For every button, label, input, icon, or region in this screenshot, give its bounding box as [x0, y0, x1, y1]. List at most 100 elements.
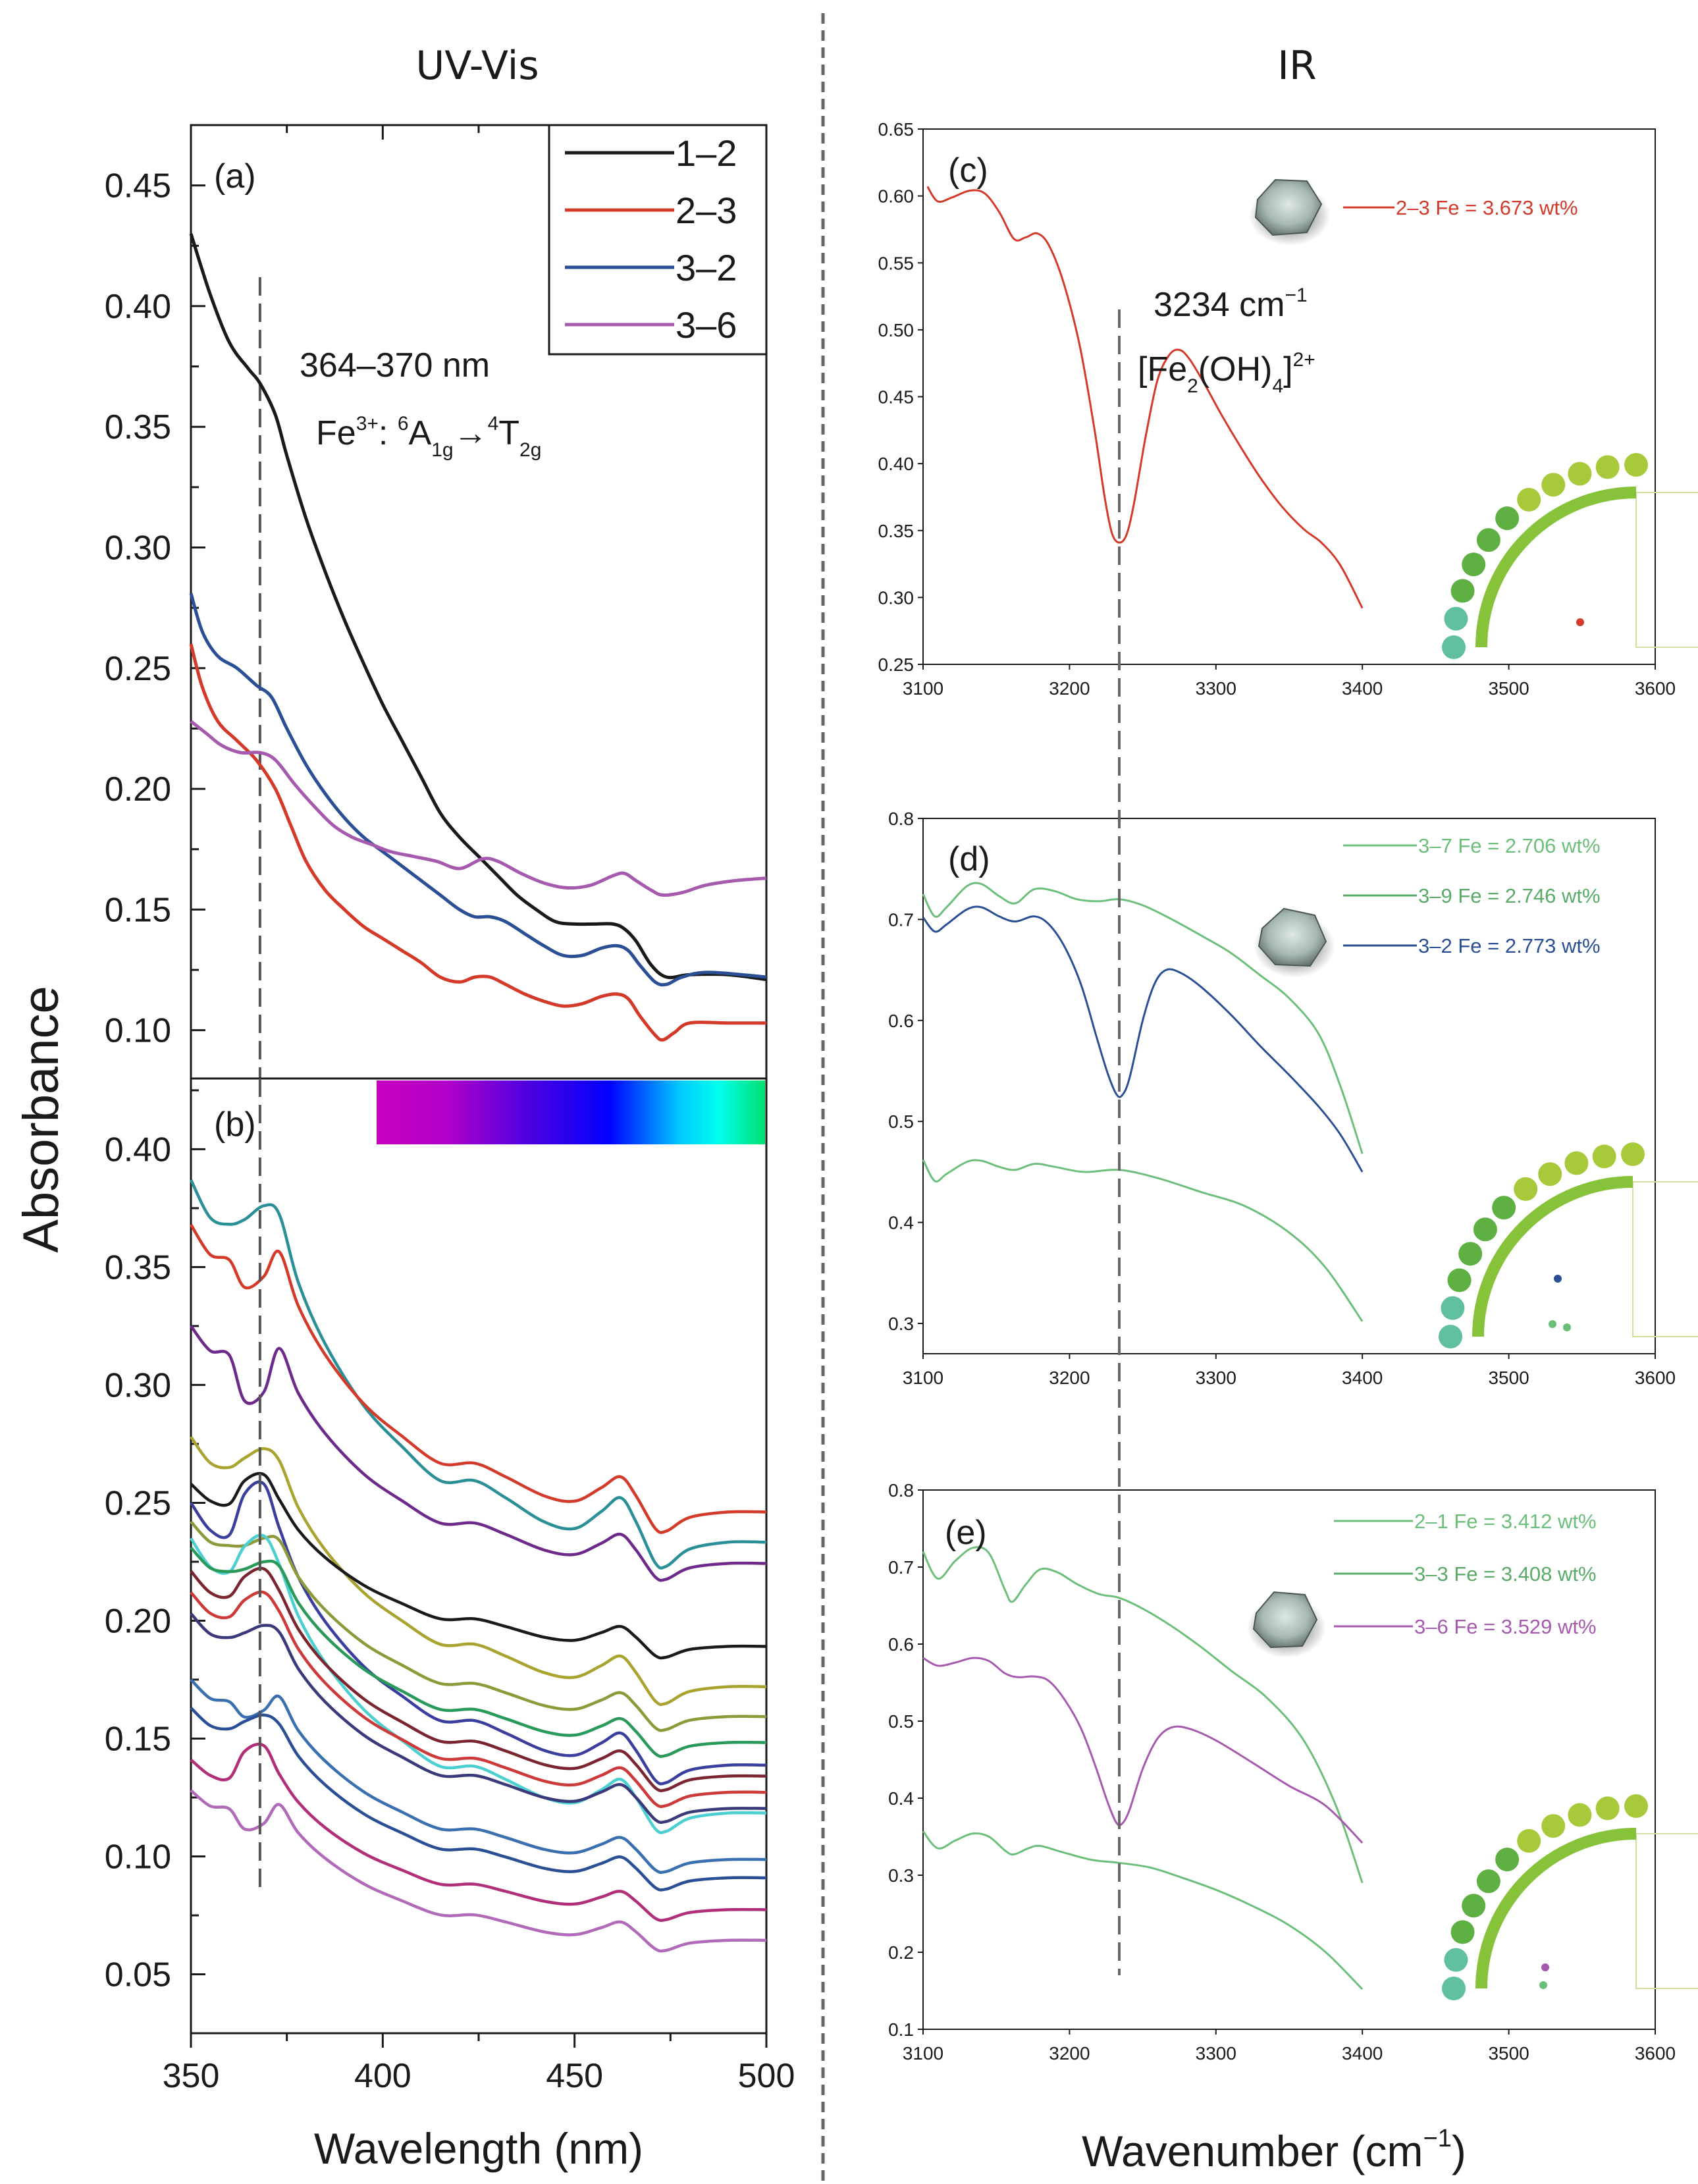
inset-hue-dot [1462, 1894, 1486, 1918]
y-tick-label-c: 0.30 [878, 587, 915, 608]
series-e-3–3 [922, 1546, 1364, 1884]
y-tick-label-a: 0.20 [105, 770, 171, 809]
panel-e-frame [922, 1489, 1656, 2030]
inset-hue-dot [1492, 1196, 1516, 1220]
panel-e-label: (e) [945, 1514, 987, 1552]
series-e-3–6 [922, 1657, 1364, 1844]
x-tick-label-e: 3500 [1488, 2043, 1529, 2064]
inset-hue-dot [1476, 528, 1500, 552]
annotation-wavelength: 364–370 nm [300, 346, 490, 385]
series-b-7 [190, 1520, 767, 1732]
y-tick-label-c: 0.45 [878, 387, 915, 408]
inset-hue-dot [1592, 1144, 1616, 1169]
y-tick-label-e: 0.3 [888, 1865, 914, 1886]
y-tick-label-b: 0.35 [105, 1248, 171, 1287]
color-scale-inset [1442, 1794, 1698, 2000]
x-tick-label-d: 3500 [1488, 1368, 1529, 1388]
inset-hue-dot [1444, 1948, 1468, 1972]
y-tick-label-d: 0.3 [888, 1314, 914, 1334]
series-b-2 [190, 1223, 767, 1534]
y-tick-label-d: 0.7 [888, 909, 914, 930]
inset-hue-dot [1447, 1268, 1472, 1292]
legend-d-label: 3–7 Fe = 2.706 wt% [1418, 834, 1601, 857]
series-a-2–3 [189, 643, 766, 1042]
y-tick-label-a: 0.15 [105, 891, 171, 929]
legend-e-label: 3–6 Fe = 3.529 wt% [1414, 1615, 1597, 1638]
crystal-photo [1247, 1591, 1326, 1658]
color-scale-inset [1442, 453, 1698, 659]
series-d-3–7 [922, 1159, 1364, 1322]
annotation-wavenumber: 3234 cm−1 [1154, 284, 1308, 324]
y-tick-label-b: 0.40 [105, 1131, 171, 1169]
annotation-uvvis: 364–370 nm Fe3+: 6A1g→4T2g [300, 346, 541, 461]
y-tick-label-c: 0.60 [878, 186, 915, 207]
y-tick-label-c: 0.50 [878, 320, 915, 340]
series-b-12 [190, 1612, 767, 1824]
crystal-photo [1249, 178, 1331, 246]
y-tick-label-c: 0.55 [878, 253, 915, 273]
series-a-1–2 [189, 233, 767, 982]
x-tick-label-c: 3500 [1488, 678, 1529, 699]
series-e-2–1 [922, 1830, 1364, 1990]
y-tick-label-a: 0.40 [105, 288, 171, 326]
y-tick-label-a: 0.25 [105, 650, 171, 688]
inset-box [1632, 1181, 1698, 1337]
panel-b: 0.40 0.35 0.30 0.25 0.20 0.15 0.10 0.05 350 400 45… [105, 1077, 795, 2173]
x-axis-label-uvvis: Wavelength (nm) [314, 2124, 643, 2173]
inset-arc [1475, 487, 1637, 648]
y-tick-label-d: 0.6 [888, 1011, 914, 1031]
inset-hue-dot [1444, 606, 1468, 631]
legend-a-label: 3–2 [676, 247, 737, 288]
series-d-3–9 [922, 882, 1364, 1154]
inset-hue-dot [1495, 1848, 1520, 1872]
series-a-3–6 [190, 720, 767, 897]
y-tick-label-e: 0.4 [888, 1788, 914, 1809]
y-tick-label-c: 0.65 [878, 119, 915, 140]
series-a-3–2 [189, 593, 767, 987]
inset-hue-dot [1538, 1162, 1562, 1186]
y-tick-label-d: 0.8 [888, 809, 914, 829]
inset-hue-dot [1442, 1977, 1466, 2000]
inset-hue-dot [1595, 455, 1620, 479]
x-tick-label-d: 3100 [903, 1368, 943, 1388]
color-scale-inset [1439, 1142, 1698, 1348]
inset-box [1635, 492, 1698, 648]
x-tick-label-c: 3300 [1196, 678, 1236, 699]
uvvis-title: UV-Vis [415, 43, 539, 89]
inset-hue-dot [1541, 1814, 1566, 1838]
legend-e-label: 3–3 Fe = 3.408 wt% [1414, 1562, 1597, 1585]
series-c-2–3 [926, 186, 1364, 609]
panel-d-frame [922, 818, 1656, 1354]
x-tick-label-e: 3400 [1342, 2043, 1383, 2064]
legend-d-label: 3–9 Fe = 2.746 wt% [1418, 884, 1601, 907]
inset-hue-dot [1564, 1151, 1589, 1175]
y-tick-label-e: 0.1 [888, 2019, 914, 2040]
inset-hue-dot [1441, 1296, 1465, 1320]
y-tick-label-b: 0.25 [105, 1484, 171, 1522]
x-tick-label-e: 3300 [1196, 2043, 1236, 2064]
legend-a-box [548, 124, 768, 356]
x-tick-label-b: 350 [163, 2057, 220, 2095]
x-tick-label-e: 3100 [903, 2043, 943, 2064]
inset-hue-dot [1514, 1177, 1538, 1201]
legend-a-label: 3–6 [676, 304, 737, 346]
visible-spectrum-bar [377, 1080, 765, 1144]
series-b-1 [189, 1179, 767, 1570]
crystal-photo [1254, 907, 1335, 978]
y-tick-label-b: 0.05 [105, 1956, 171, 1994]
inset-hue-dot [1517, 1828, 1541, 1853]
inset-hue-dot [1473, 1217, 1497, 1242]
inset-hue-dot [1517, 487, 1541, 512]
legend-a-label: 1–2 [676, 132, 737, 174]
panel-c: 0.65 0.60 0.55 0.50 0.45 0.40 0.35 0.30 0.25 3100… [878, 119, 1676, 699]
inset-hue-dot [1624, 453, 1648, 477]
y-tick-label-b: 0.20 [105, 1602, 171, 1640]
inset-hue-dot [1595, 1796, 1620, 1821]
inset-hue-dot [1568, 1803, 1592, 1827]
x-tick-label-d: 3300 [1196, 1368, 1236, 1388]
inset-hue-dot [1450, 1920, 1475, 1944]
inset-sample-dot [1576, 618, 1584, 626]
y-tick-label-a: 0.35 [105, 408, 171, 446]
series-b-6 [190, 1480, 767, 1786]
